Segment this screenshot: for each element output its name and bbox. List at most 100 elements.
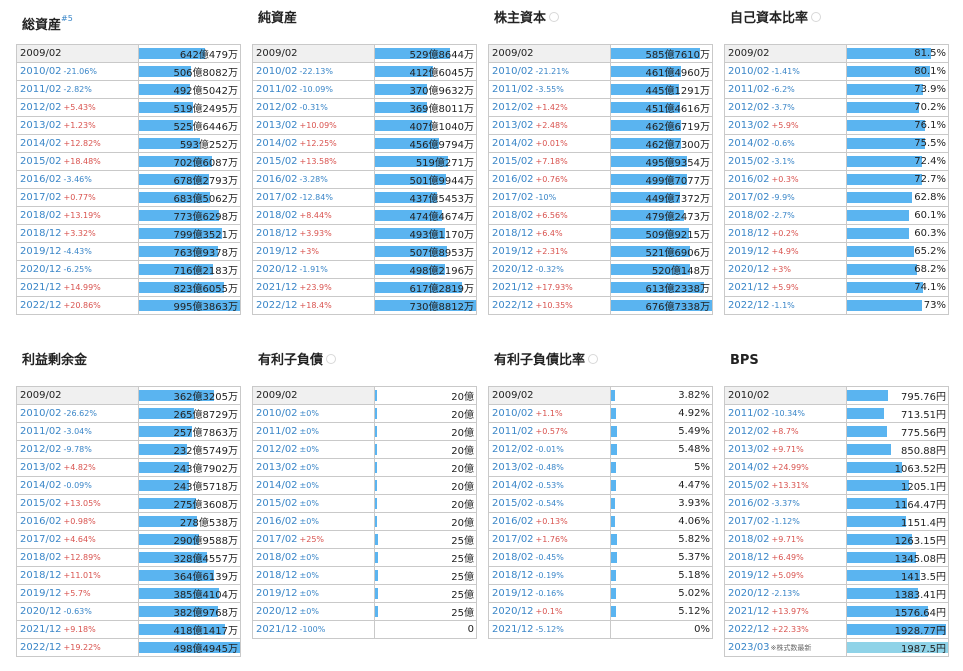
help-icon[interactable] [588,354,599,364]
change-rate: -0.45% [535,553,564,562]
value-text: 445億1291万 [645,86,710,97]
table-row: 2013/02 +10.09% 407億1040万 [252,116,477,135]
value-bar [375,300,476,311]
table-row: 2009/02 20億 [252,386,477,405]
period-label: 2019/12 [492,588,534,599]
table-row: 2022/12 +19.22% 498億4945万 [16,638,241,657]
table-row: 2021/12 +13.97% 1576.64円 [724,602,949,621]
value-bar [847,534,913,545]
change-rate: +9.71% [771,445,804,454]
period-label: 2016/02 [256,174,298,185]
period-cell: 2017/02 -9.9% [724,188,847,207]
value-cell: 20億 [374,404,477,423]
change-rate: +13.05% [63,499,101,508]
help-icon[interactable] [549,12,560,22]
period-cell: 2018/02 +8.44% [252,206,375,225]
value-bar [139,156,212,167]
value-bar [847,84,924,95]
value-cell: 995億3863万 [138,296,241,315]
value-cell: 613億2338万 [610,278,713,297]
value-text: 773億6298万 [173,212,238,223]
period-label: 2010/02 [256,408,298,419]
value-text: 507億8953万 [409,248,474,259]
value-bar [139,192,210,203]
value-bar [375,462,378,473]
period-label: 2011/02 [256,426,298,437]
value-bar [847,570,920,581]
change-rate: -1.91% [299,265,328,274]
value-bar [375,210,442,221]
value-bar [139,534,200,545]
value-cell: 456億9794万 [374,134,477,153]
table-row: 2020/12 -2.13% 1383.41円 [724,584,949,603]
value-bar [139,264,214,275]
footnote-link[interactable]: #5 [61,14,73,23]
value-cell: 1383.41円 [846,584,949,603]
value-text: 20億 [451,464,474,475]
period-cell: 2016/02 -3.46% [16,170,139,189]
period-cell: 2022/12 +19.22% [16,638,139,657]
period-label: 2011/02 [728,84,770,95]
period-label: 2009/02 [256,390,298,401]
value-bar [139,48,206,59]
period-cell: 2012/02 +8.7% [724,422,847,441]
table-row: 2022/12 +18.4% 730億8812万 [252,296,477,315]
change-rate: -10.34% [771,409,805,418]
table-row: 2011/02 -10.09% 370億9632万 [252,80,477,99]
value-bar [847,66,930,77]
data-table: 2009/02 81.5% 2010/02 -1.41% 80.1% 2011/02 -6.… [724,44,949,315]
help-icon[interactable] [326,354,337,364]
value-bar [375,552,378,563]
period-cell: 2015/02 ±0% [252,494,375,513]
value-bar [611,210,684,221]
help-icon[interactable] [811,12,822,22]
value-bar [611,426,617,437]
value-bar [847,246,915,257]
value-bar [847,390,888,401]
value-cell: 243億7902万 [138,458,241,477]
data-table: 2009/02 642億479万 2010/02 -21.06% 506億8082万 20… [16,44,241,315]
value-cell: 0% [610,620,713,639]
value-bar [375,426,378,437]
period-cell: 2023/03※株式数最新 [724,638,847,657]
period-cell: 2016/02 ±0% [252,512,375,531]
panel-7: BPS 2010/02 795.76円 2011/02 -10.34% 713.51円 20… [724,346,949,657]
period-cell: 2015/02 +7.18% [488,152,611,171]
value-text: 232億5749万 [173,446,238,457]
value-text: 243億7902万 [173,464,238,475]
value-bar [139,426,193,437]
period-label: 2015/02 [492,156,534,167]
value-text: 529億8644万 [409,50,474,61]
table-row: 2016/02 +0.76% 499億7077万 [488,170,713,189]
change-rate: +0.57% [535,427,568,436]
value-text: 1383.41円 [894,590,946,601]
period-cell: 2021/12 +13.97% [724,602,847,621]
value-text: 1263.15円 [894,536,946,547]
panel-title: 純資産 [252,4,477,34]
value-text: 20億 [451,410,474,421]
period-label: 2022/12 [256,300,298,311]
value-text: 73.9% [914,84,946,95]
value-cell: 20億 [374,440,477,459]
period-cell: 2012/02 -9.78% [16,440,139,459]
table-row: 2021/12 +23.9% 617億2819万 [252,278,477,297]
value-text: 25億 [451,608,474,619]
period-label: 2016/02 [728,174,770,185]
change-rate: -10.09% [299,85,333,94]
value-cell: 3.82% [610,386,713,405]
period-cell: 2018/02 +12.89% [16,548,139,567]
change-rate: -3.04% [63,427,92,436]
value-cell: 449億7372万 [610,188,713,207]
value-bar [847,642,948,653]
value-bar [847,606,929,617]
period-cell: 2019/12 ±0% [252,584,375,603]
period-cell: 2013/02 ±0% [252,458,375,477]
value-bar [375,66,434,77]
period-cell: 2015/02 -3.1% [724,152,847,171]
value-text: 20億 [451,518,474,529]
value-cell: 81.5% [846,44,949,63]
value-cell: 382億9768万 [138,602,241,621]
table-row: 2011/02 ±0% 20億 [252,422,477,441]
value-text: 493億1170万 [409,230,474,241]
table-row: 2013/02 +1.23% 525億6446万 [16,116,241,135]
